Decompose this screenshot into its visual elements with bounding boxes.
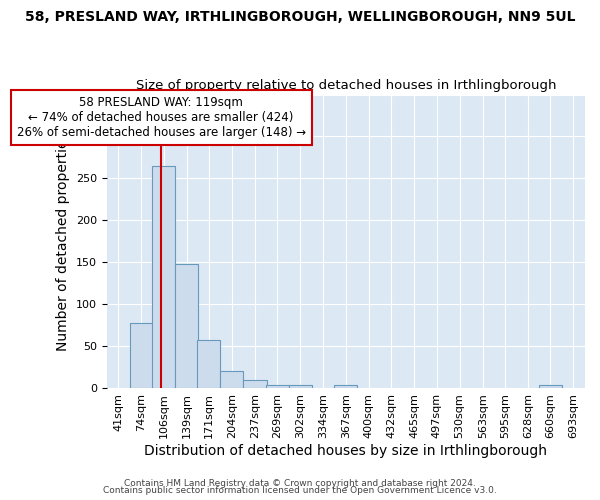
Bar: [175, 264, 198, 388]
Bar: [152, 166, 175, 388]
Title: Size of property relative to detached houses in Irthlingborough: Size of property relative to detached ho…: [136, 79, 556, 92]
Bar: [197, 340, 220, 388]
X-axis label: Distribution of detached houses by size in Irthlingborough: Distribution of detached houses by size …: [145, 444, 547, 458]
Bar: [220, 371, 244, 388]
Bar: [266, 384, 289, 388]
Bar: [130, 324, 153, 388]
Bar: [244, 380, 266, 388]
Bar: [289, 384, 312, 388]
Text: 58 PRESLAND WAY: 119sqm
← 74% of detached houses are smaller (424)
26% of semi-d: 58 PRESLAND WAY: 119sqm ← 74% of detache…: [17, 96, 305, 139]
Y-axis label: Number of detached properties: Number of detached properties: [56, 132, 70, 350]
Text: Contains HM Land Registry data © Crown copyright and database right 2024.: Contains HM Land Registry data © Crown c…: [124, 478, 476, 488]
Text: 58, PRESLAND WAY, IRTHLINGBOROUGH, WELLINGBOROUGH, NN9 5UL: 58, PRESLAND WAY, IRTHLINGBOROUGH, WELLI…: [25, 10, 575, 24]
Text: Contains public sector information licensed under the Open Government Licence v3: Contains public sector information licen…: [103, 486, 497, 495]
Bar: [539, 386, 562, 388]
Bar: [334, 386, 358, 388]
